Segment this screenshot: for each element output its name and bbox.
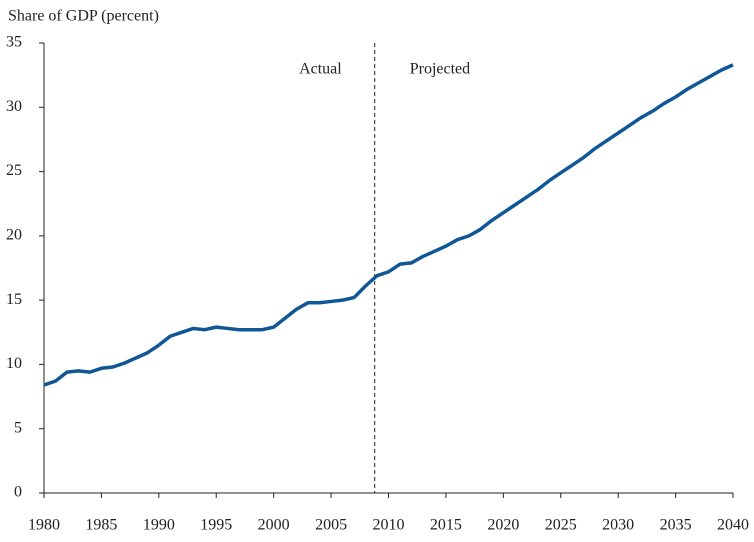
- x-tick-label: 2010: [373, 517, 405, 534]
- x-tick-label: 2040: [717, 517, 749, 534]
- y-tick-label: 15: [6, 291, 22, 308]
- x-tick-label: 2030: [602, 517, 634, 534]
- annotation: Actual: [299, 61, 342, 78]
- y-axis-label: Share of GDP (percent): [8, 8, 159, 25]
- y-tick-label: 25: [6, 162, 22, 179]
- x-tick-label: 2020: [487, 517, 519, 534]
- x-tick-label: 1995: [200, 517, 232, 534]
- data-line: [43, 63, 734, 387]
- x-tick-label: 2005: [315, 517, 347, 534]
- x-tick-label: 1985: [85, 517, 117, 534]
- x-tick-label: 1990: [143, 517, 175, 534]
- y-tick-label: 30: [6, 98, 22, 115]
- y-tick-label: 5: [14, 419, 22, 436]
- x-tick-label: 1980: [28, 517, 60, 534]
- annotation: Projected: [410, 61, 470, 78]
- y-tick-label: 35: [6, 34, 22, 51]
- x-tick-label: 2035: [660, 517, 692, 534]
- y-tick-label: 0: [14, 484, 22, 501]
- x-tick-label: 2015: [430, 517, 462, 534]
- y-tick-label: 10: [6, 355, 22, 372]
- x-tick-label: 2000: [258, 517, 290, 534]
- x-tick-label: 2025: [545, 517, 577, 534]
- y-tick-label: 20: [6, 227, 22, 244]
